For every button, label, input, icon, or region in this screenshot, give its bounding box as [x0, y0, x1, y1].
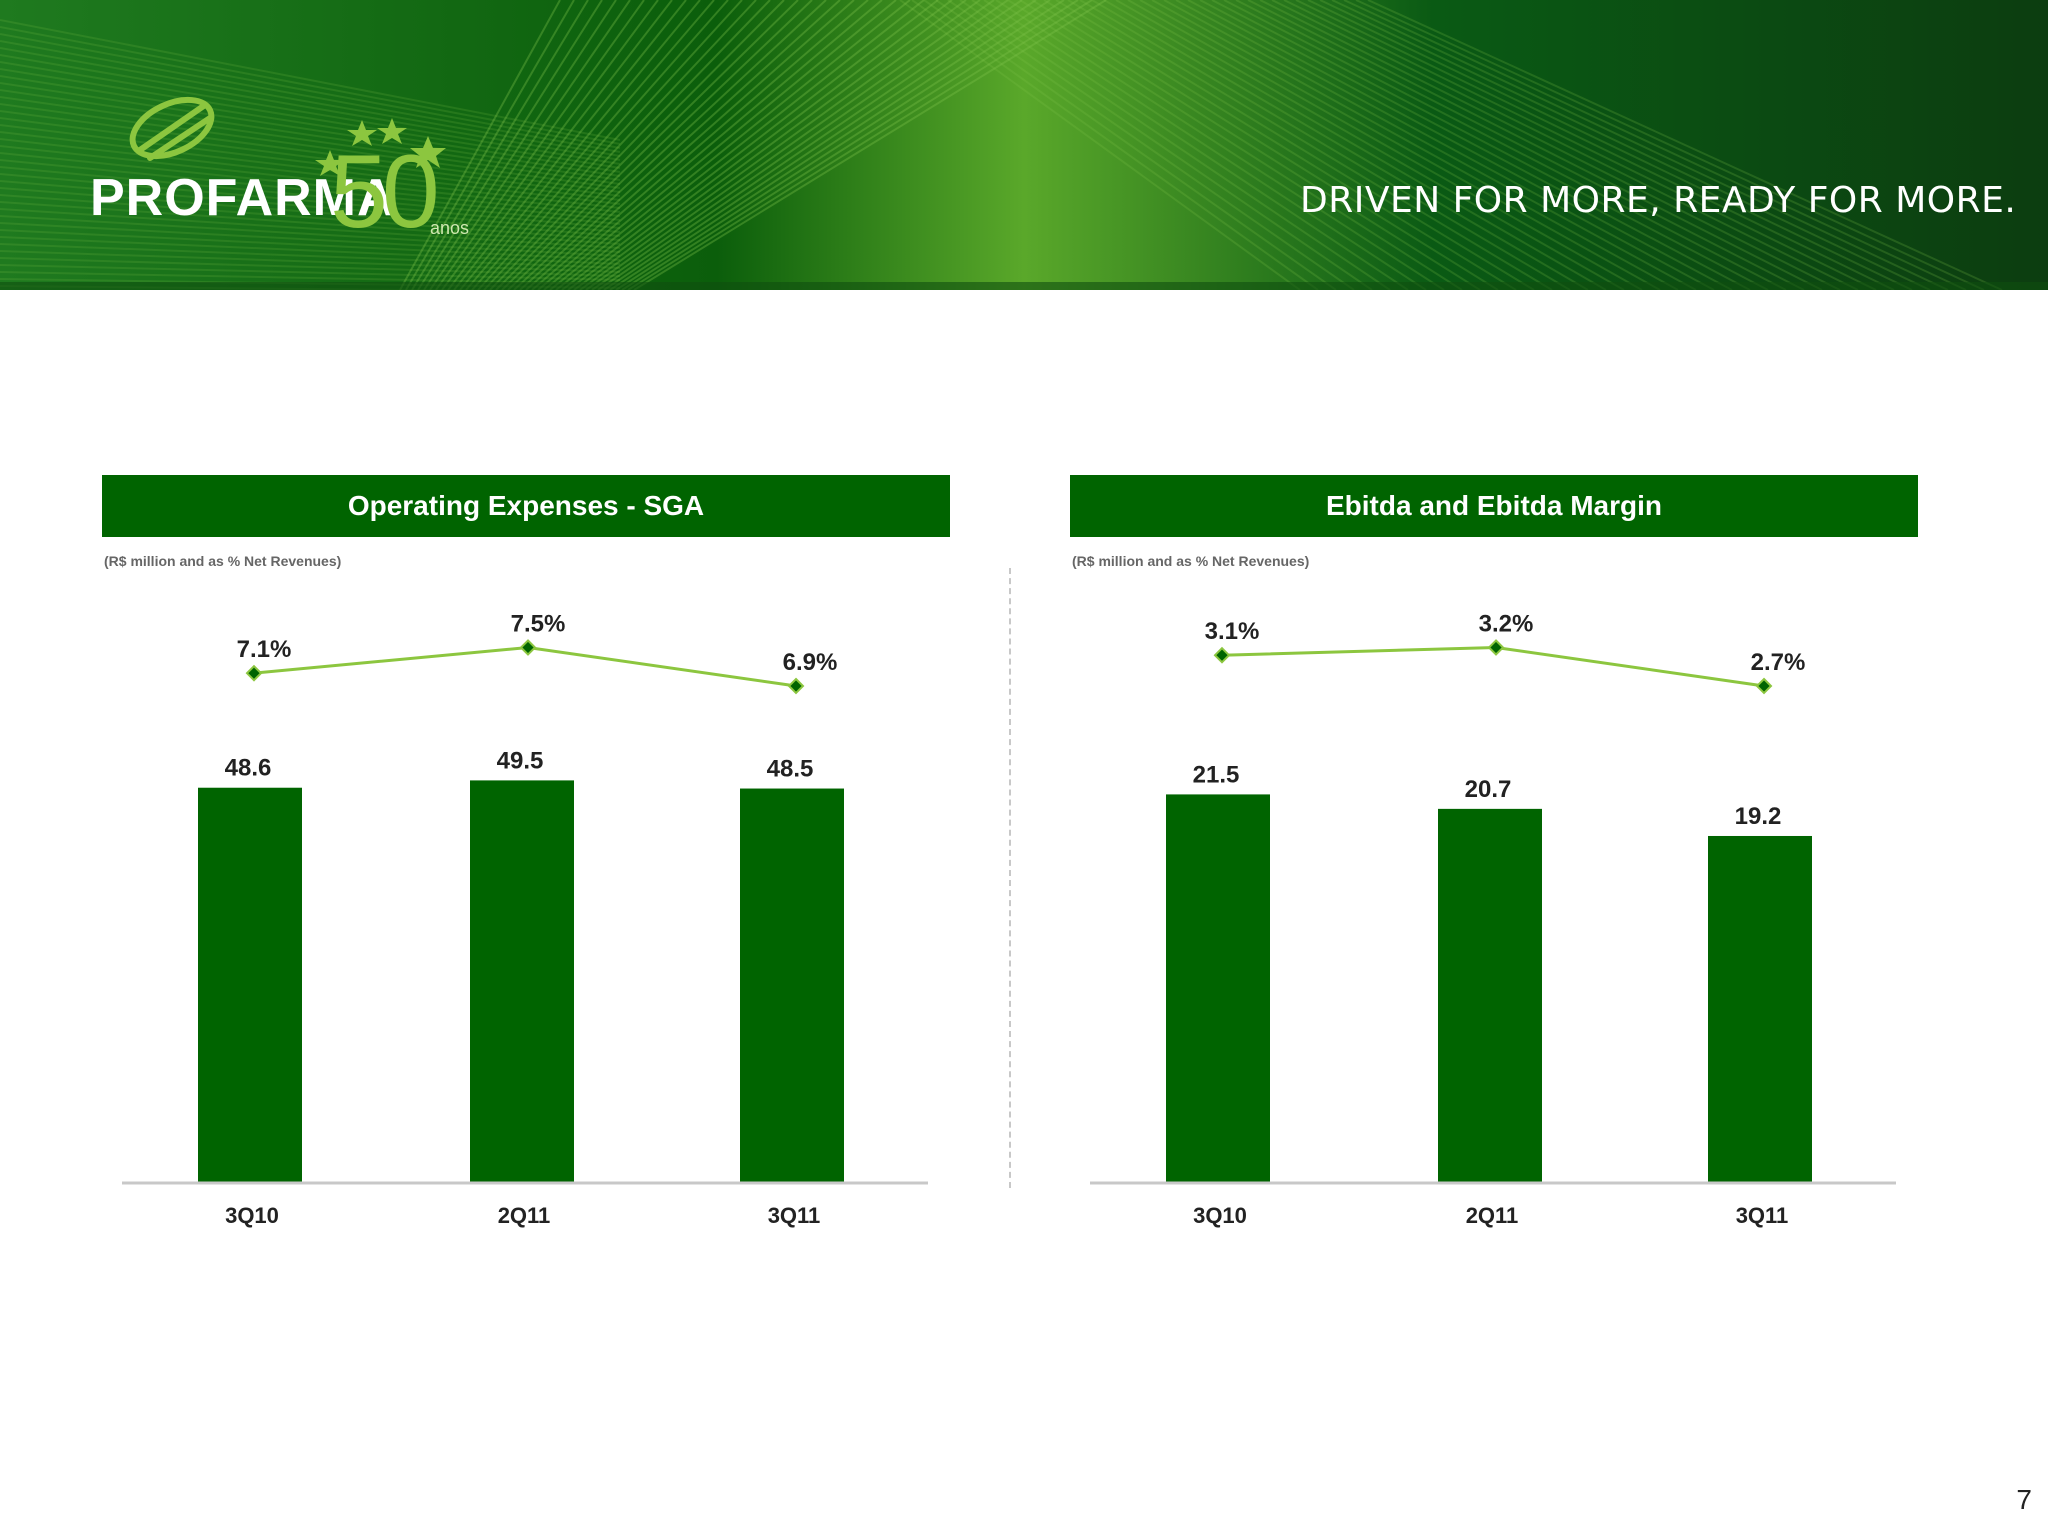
logo-emblem-icon	[129, 96, 215, 161]
x-tick-label: 3Q10	[1193, 1203, 1247, 1228]
bar	[470, 780, 574, 1183]
panel-divider	[1009, 568, 1011, 1188]
chart-title: Operating Expenses - SGA	[102, 475, 950, 537]
x-tick-label: 3Q10	[225, 1203, 279, 1228]
bar-value-label: 20.7	[1465, 776, 1512, 803]
percent-label: 3.2%	[1479, 611, 1534, 638]
chart-panel-sga: Operating Expenses - SGA (R$ million and…	[102, 475, 950, 1255]
page-number: 7	[2016, 1484, 2032, 1515]
percent-line	[253, 645, 797, 688]
logo-anos: anos	[430, 218, 470, 238]
chart-title: Ebitda and Ebitda Margin	[1070, 475, 1918, 537]
percent-marker	[1213, 646, 1231, 664]
percent-label: 2.7%	[1751, 649, 1806, 676]
bar-value-label: 19.2	[1735, 803, 1782, 830]
chart-ebitda: 21.5 20.7 19.2 3Q10 2Q11 3Q11 3.1% 3.2% 2.7%	[1090, 611, 1896, 1228]
chart-sga: 48.6 49.5 48.5 3Q10 2Q11 3Q11 7.1% 7.5% 6.9%	[122, 611, 928, 1228]
percent-marker	[245, 664, 263, 682]
tagline: DRIVEN FOR MORE, READY FOR MORE.	[1300, 180, 2017, 221]
percent-label: 7.1%	[237, 636, 292, 663]
bar	[1438, 808, 1542, 1183]
header-banner: PROFARMA 50 anos DRIVEN FOR MORE, READY …	[0, 0, 2048, 290]
percent-label: 3.1%	[1205, 618, 1260, 645]
percent-label: 6.9%	[783, 649, 838, 676]
bar	[740, 788, 844, 1183]
logo-wordmark: PROFARMA	[90, 169, 396, 227]
chart-subtitle: (R$ million and as % Net Revenues)	[104, 553, 342, 569]
bar-value-label: 48.6	[225, 755, 272, 782]
percent-marker	[1755, 677, 1773, 695]
percent-line	[1221, 645, 1765, 688]
bar-value-label: 49.5	[497, 747, 544, 774]
bar-value-label: 21.5	[1193, 761, 1240, 788]
banner-background	[0, 0, 2048, 290]
bar	[1166, 794, 1270, 1183]
percent-marker	[787, 677, 805, 695]
x-tick-label: 2Q11	[498, 1203, 551, 1228]
percent-marker	[519, 639, 537, 656]
chart-panel-ebitda: Ebitda and Ebitda Margin (R$ million and…	[1070, 475, 1918, 1255]
x-tick-label: 2Q11	[1466, 1203, 1519, 1228]
x-tick-label: 3Q11	[1736, 1203, 1789, 1228]
percent-marker	[1487, 639, 1505, 656]
bar-value-label: 48.5	[767, 756, 814, 783]
chart-subtitle: (R$ million and as % Net Revenues)	[1072, 553, 1310, 569]
bar	[1708, 835, 1812, 1183]
percent-label: 7.5%	[511, 611, 566, 638]
x-tick-label: 3Q11	[768, 1203, 821, 1228]
bar	[198, 787, 302, 1183]
logo-stars-icon	[129, 96, 446, 176]
